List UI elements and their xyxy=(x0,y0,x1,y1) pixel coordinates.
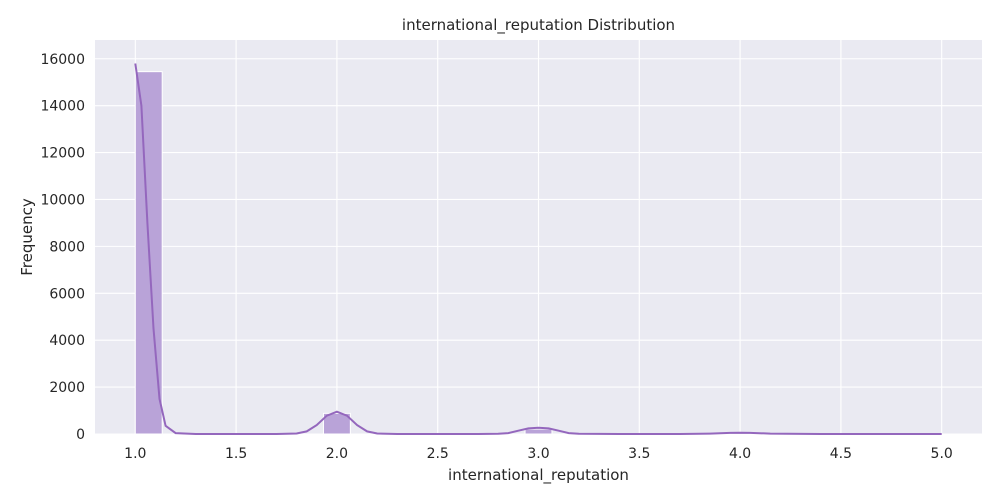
y-tick-label: 10000 xyxy=(40,192,85,208)
y-tick-label: 14000 xyxy=(40,99,85,115)
y-tick-label: 0 xyxy=(76,427,85,443)
histogram-bar xyxy=(524,428,553,435)
x-tick-label: 1.0 xyxy=(124,446,146,462)
x-tick-label: 5.0 xyxy=(931,446,953,462)
y-tick-label: 12000 xyxy=(40,146,85,162)
y-tick-label: 6000 xyxy=(49,286,85,302)
x-tick-label: 3.5 xyxy=(628,446,650,462)
kde-curve xyxy=(134,63,942,435)
x-axis-title: international_reputation xyxy=(448,466,629,485)
y-tick-label: 4000 xyxy=(49,333,85,349)
y-axis-title: Frequency xyxy=(18,198,36,276)
chart-title: international_reputation Distribution xyxy=(402,16,675,35)
y-tick-label: 2000 xyxy=(49,380,85,396)
x-tick-label: 3.0 xyxy=(527,446,549,462)
x-tick-label: 4.0 xyxy=(729,446,751,462)
x-tick-label: 2.0 xyxy=(326,446,348,462)
x-tick-label: 4.5 xyxy=(830,446,852,462)
histogram-bar xyxy=(322,412,351,435)
x-tick-labels: 1.0 1.5 2.0 2.5 3.0 3.5 4.0 4.5 5.0 xyxy=(124,446,953,462)
y-tick-label: 8000 xyxy=(49,239,85,255)
y-tick-label: 16000 xyxy=(40,52,85,68)
x-tick-label: 2.5 xyxy=(427,446,449,462)
y-tick-labels: 0 2000 4000 6000 8000 10000 12000 14000 16000 xyxy=(40,52,85,443)
x-tick-label: 1.5 xyxy=(225,446,247,462)
